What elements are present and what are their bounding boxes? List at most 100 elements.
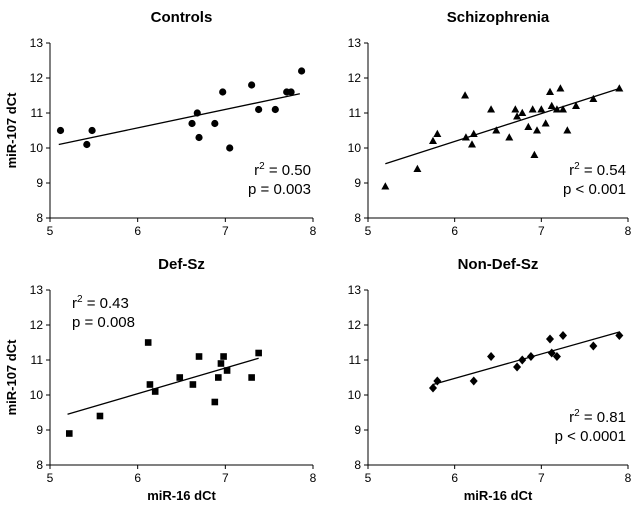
y-tick-label: 13 [30,283,44,297]
panel-2: Schizophrenia 8 9 10 11 12 13 5 6 7 8 r2 = 0.54 p < … [348,9,632,238]
r-squared-label: r2 = 0.50 [254,161,311,179]
data-point-square [96,412,104,420]
y-tick-label: 10 [30,388,44,402]
y-tick-label: 11 [349,106,362,120]
panel-title: Controls [151,9,213,26]
y-tick-label: 9 [354,176,361,190]
data-point-square [176,374,184,381]
data-point-circle [56,126,65,135]
data-point-triangle [556,84,565,92]
data-point-circle [193,109,201,117]
data-point-circle [298,67,306,75]
data-point-square [255,349,262,357]
r-squared-exponent: 2 [574,408,580,419]
data-point-triangle [461,91,470,99]
data-point-circle [255,105,263,114]
y-tick-label: 8 [36,211,43,225]
data-point-square [151,388,159,395]
data-point-diamond [526,352,535,361]
data-point-triangle [530,150,539,158]
data-point-triangle [518,108,527,116]
data-point-diamond [559,331,567,340]
data-point-diamond [487,352,496,361]
x-tick-label: 8 [625,471,632,485]
x-tick-label: 5 [365,471,372,485]
r-squared-symbol: r [72,295,77,312]
data-point-square [215,374,222,381]
data-point-square [211,398,219,406]
regression-line [432,331,620,386]
x-tick-label: 5 [365,224,372,238]
x-tick-label: 7 [538,471,545,485]
r-squared-value: = 0.81 [580,409,626,426]
y-tick-label: 12 [348,318,362,332]
r-squared-exponent: 2 [574,161,580,172]
y-tick-label: 10 [30,141,44,155]
data-point-circle [287,88,295,96]
y-tick-label: 11 [31,353,44,367]
x-axis-label: miR-16 dCt [147,488,216,503]
x-axis-label: miR-16 dCt [464,488,533,503]
data-point-square [146,381,154,388]
y-axis-label: miR-107 dCt [4,92,19,169]
data-point-triangle [537,105,546,113]
data-point-circle [211,119,219,128]
y-tick-label: 12 [30,71,44,85]
data-point-diamond [518,355,527,365]
data-point-diamond [547,348,556,358]
regression-line [385,87,620,165]
panel-title: Schizophrenia [447,9,550,26]
data-point-triangle [381,182,390,190]
y-tick-label: 11 [349,353,362,367]
y-tick-label: 9 [36,423,43,437]
data-point-triangle [513,112,522,120]
y-tick-label: 8 [354,211,361,225]
data-point-circle [219,88,227,96]
data-point-triangle [572,101,580,109]
r-squared-label: r2 = 0.81 [569,408,626,426]
data-point-diamond [615,331,624,340]
r-squared-symbol: r [569,409,574,426]
y-tick-label: 12 [348,71,362,85]
x-tick-label: 6 [134,224,141,238]
x-tick-label: 6 [134,471,141,485]
x-tick-label: 7 [538,224,545,238]
data-point-triangle [559,105,567,113]
x-tick-label: 8 [310,471,317,485]
data-point-circle [188,119,196,128]
y-tick-label: 8 [354,458,361,472]
y-tick-label: 10 [348,141,362,155]
y-tick-label: 10 [348,388,362,402]
data-point-triangle [563,126,572,134]
data-point-triangle [487,105,496,113]
data-point-circle [248,81,256,89]
data-point-circle [83,140,91,149]
data-point-triangle [433,129,442,137]
data-point-circle [271,105,279,114]
y-tick-label: 13 [30,36,44,50]
data-point-square [195,353,203,360]
p-value-label: p < 0.0001 [555,428,626,445]
data-point-triangle [546,87,554,95]
data-point-triangle [552,105,561,113]
data-point-circle [226,144,234,152]
data-point-triangle [524,122,533,130]
data-point-diamond [552,352,561,361]
r-squared-value: = 0.43 [83,295,129,312]
data-point-square [189,381,197,388]
data-point-triangle [429,136,437,144]
data-point-triangle [469,129,478,137]
x-tick-label: 7 [222,471,229,485]
data-point-triangle [492,126,501,134]
y-tick-label: 9 [36,176,43,190]
panel-title: Non-Def-Sz [458,256,539,273]
y-tick-label: 8 [36,458,43,472]
y-tick-label: 11 [31,106,44,120]
r-squared-value: = 0.50 [265,162,311,179]
data-point-diamond [546,334,554,344]
panel-1: Controls 8 9 10 11 12 13 5 6 7 8 miR-107 dCt r2 = 0.… [4,9,317,238]
data-point-triangle [511,105,520,113]
data-point-square [220,353,227,360]
panel-3: Def-Sz 8 9 10 11 12 13 5 6 7 8 miR-107 dCt miR-16 dC… [4,256,317,503]
